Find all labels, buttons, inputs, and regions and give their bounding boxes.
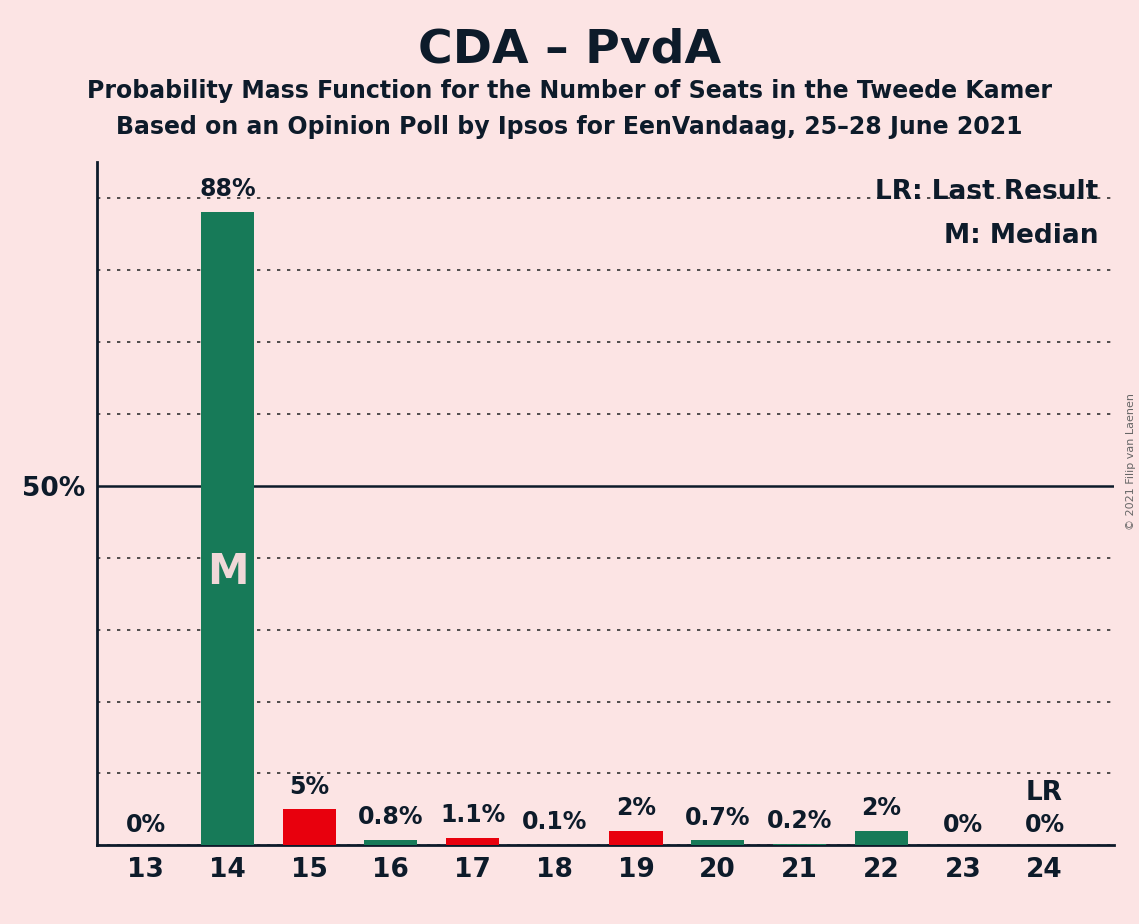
Text: 0.1%: 0.1% — [522, 810, 587, 834]
Text: LR: LR — [1026, 780, 1063, 806]
Bar — [691, 841, 744, 845]
Text: 0%: 0% — [1024, 813, 1065, 837]
Text: LR: Last Result: LR: Last Result — [876, 179, 1099, 205]
Bar — [773, 844, 826, 845]
Bar — [200, 213, 254, 845]
Text: 0.8%: 0.8% — [358, 805, 424, 829]
Text: Probability Mass Function for the Number of Seats in the Tweede Kamer: Probability Mass Function for the Number… — [87, 79, 1052, 103]
Bar — [364, 840, 418, 845]
Text: 0.7%: 0.7% — [685, 806, 751, 830]
Text: 0.2%: 0.2% — [767, 809, 833, 833]
Text: 1.1%: 1.1% — [440, 803, 506, 827]
Bar — [282, 809, 336, 845]
Text: 0%: 0% — [125, 813, 166, 837]
Text: 2%: 2% — [616, 796, 656, 821]
Text: CDA – PvdA: CDA – PvdA — [418, 28, 721, 73]
Text: 0%: 0% — [943, 813, 983, 837]
Text: © 2021 Filip van Laenen: © 2021 Filip van Laenen — [1126, 394, 1136, 530]
Text: Based on an Opinion Poll by Ipsos for EenVandaag, 25–28 June 2021: Based on an Opinion Poll by Ipsos for Ee… — [116, 115, 1023, 139]
Text: 2%: 2% — [861, 796, 901, 821]
Bar — [854, 831, 908, 845]
Text: M: M — [207, 551, 248, 593]
Text: 5%: 5% — [289, 774, 329, 798]
Bar — [609, 831, 663, 845]
Bar — [446, 837, 499, 845]
Text: M: Median: M: Median — [944, 224, 1099, 249]
Text: 88%: 88% — [199, 177, 256, 201]
